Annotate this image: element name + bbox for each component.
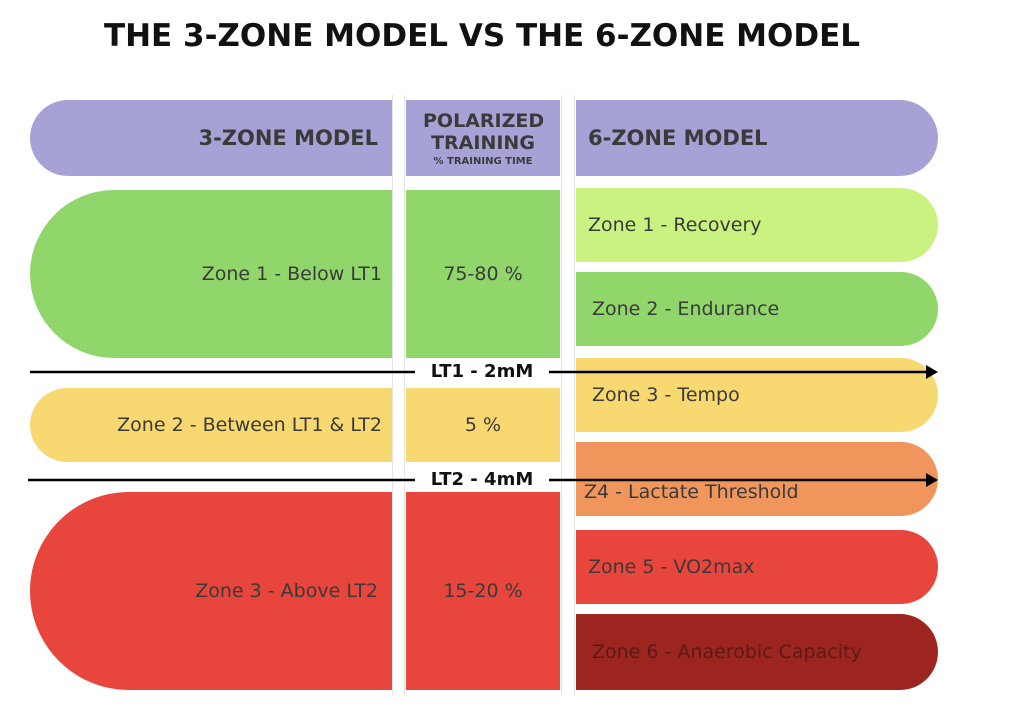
separator: [561, 95, 562, 695]
six-zone: Zone 5 - VO2max: [576, 530, 938, 604]
header-middle-subtitle: % TRAINING TIME: [433, 155, 533, 167]
six-zone: Zone 2 - Endurance: [576, 272, 938, 346]
six-zone: Zone 1 - Recovery: [576, 188, 938, 262]
threshold-label: LT2 - 4mM: [415, 469, 549, 490]
arrow-head: [926, 473, 938, 487]
separator: [574, 95, 575, 695]
three-zone-share: 75-80 %: [406, 190, 560, 358]
six-zone: Zone 6 - Anaerobic Capacity: [576, 614, 938, 690]
header-middle: POLARIZED TRAINING % TRAINING TIME: [406, 100, 560, 176]
three-zone-share: 15-20 %: [406, 492, 560, 690]
arrow-head: [926, 365, 938, 379]
three-zone-label: Zone 1 - Below LT1: [30, 190, 392, 358]
three-zone-label: Zone 3 - Above LT2: [30, 492, 392, 690]
separator: [404, 95, 405, 695]
header-right: 6-ZONE MODEL: [576, 100, 938, 176]
separator: [392, 95, 393, 695]
three-zone-label: Zone 2 - Between LT1 & LT2: [30, 388, 392, 462]
header-left: 3-ZONE MODEL: [30, 100, 392, 176]
three-zone-share: 5 %: [406, 388, 560, 462]
threshold-label: LT1 - 2mM: [415, 361, 549, 382]
title: THE 3-ZONE MODEL VS THE 6-ZONE MODEL: [103, 18, 861, 54]
header-middle-title: POLARIZED TRAINING: [423, 109, 545, 154]
six-zone: Zone 3 - Tempo: [576, 358, 938, 432]
